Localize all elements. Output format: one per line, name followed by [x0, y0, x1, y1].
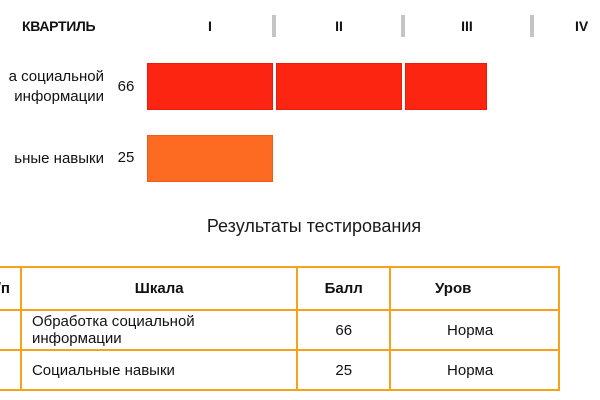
quartile-separator: [530, 15, 534, 37]
row-label-social-skills: ьные навыки: [14, 150, 104, 167]
table-header-row: н/п Шкала Балл Уров: [0, 266, 560, 311]
cell-score: 66: [296, 309, 392, 351]
quartile-separator: [272, 15, 276, 37]
quartile-i-label: I: [208, 18, 212, 34]
row-score-social-skills: 25: [117, 149, 135, 166]
cell-scale: Обработка социальной информации: [19, 309, 299, 351]
results-table: н/п Шкала Балл Уров Обработка социальной…: [0, 266, 560, 391]
row-label-line2: информации: [14, 88, 104, 105]
quartile-separator: [401, 15, 405, 37]
row-label-social-info: а социальной информации: [9, 67, 104, 107]
cell-level: Норма: [389, 309, 560, 351]
cell-number: [0, 309, 22, 351]
cell-number: [0, 349, 22, 391]
quartile-ii-label: II: [335, 18, 343, 34]
row-label-line1: а социальной: [8, 68, 104, 85]
column-header-score: Балл: [296, 266, 392, 311]
bar-segment-q2: [276, 63, 402, 110]
cell-scale: Социальные навыки: [19, 349, 299, 391]
table-row: Социальные навыки 25 Норма: [0, 349, 560, 391]
bar-segment-q3: [405, 63, 487, 110]
cell-level: Норма: [389, 349, 560, 391]
results-title: Результаты тестирования: [206, 216, 422, 236]
quartile-iii-label: III: [461, 18, 473, 34]
quartile-header-label: КВАРТИЛЬ: [22, 18, 96, 34]
row-score-social-info: 66: [117, 78, 135, 95]
bar-segment-q1: [147, 63, 273, 110]
column-header-number: н/п: [0, 266, 22, 311]
quartile-iv-label: IV: [575, 18, 589, 34]
bar-segment-q1: [147, 135, 273, 182]
column-header-scale: Шкала: [19, 266, 299, 311]
cell-score: 25: [296, 349, 392, 391]
column-header-level: Уров: [389, 266, 560, 311]
table-row: Обработка социальной информации 66 Норма: [0, 309, 560, 351]
